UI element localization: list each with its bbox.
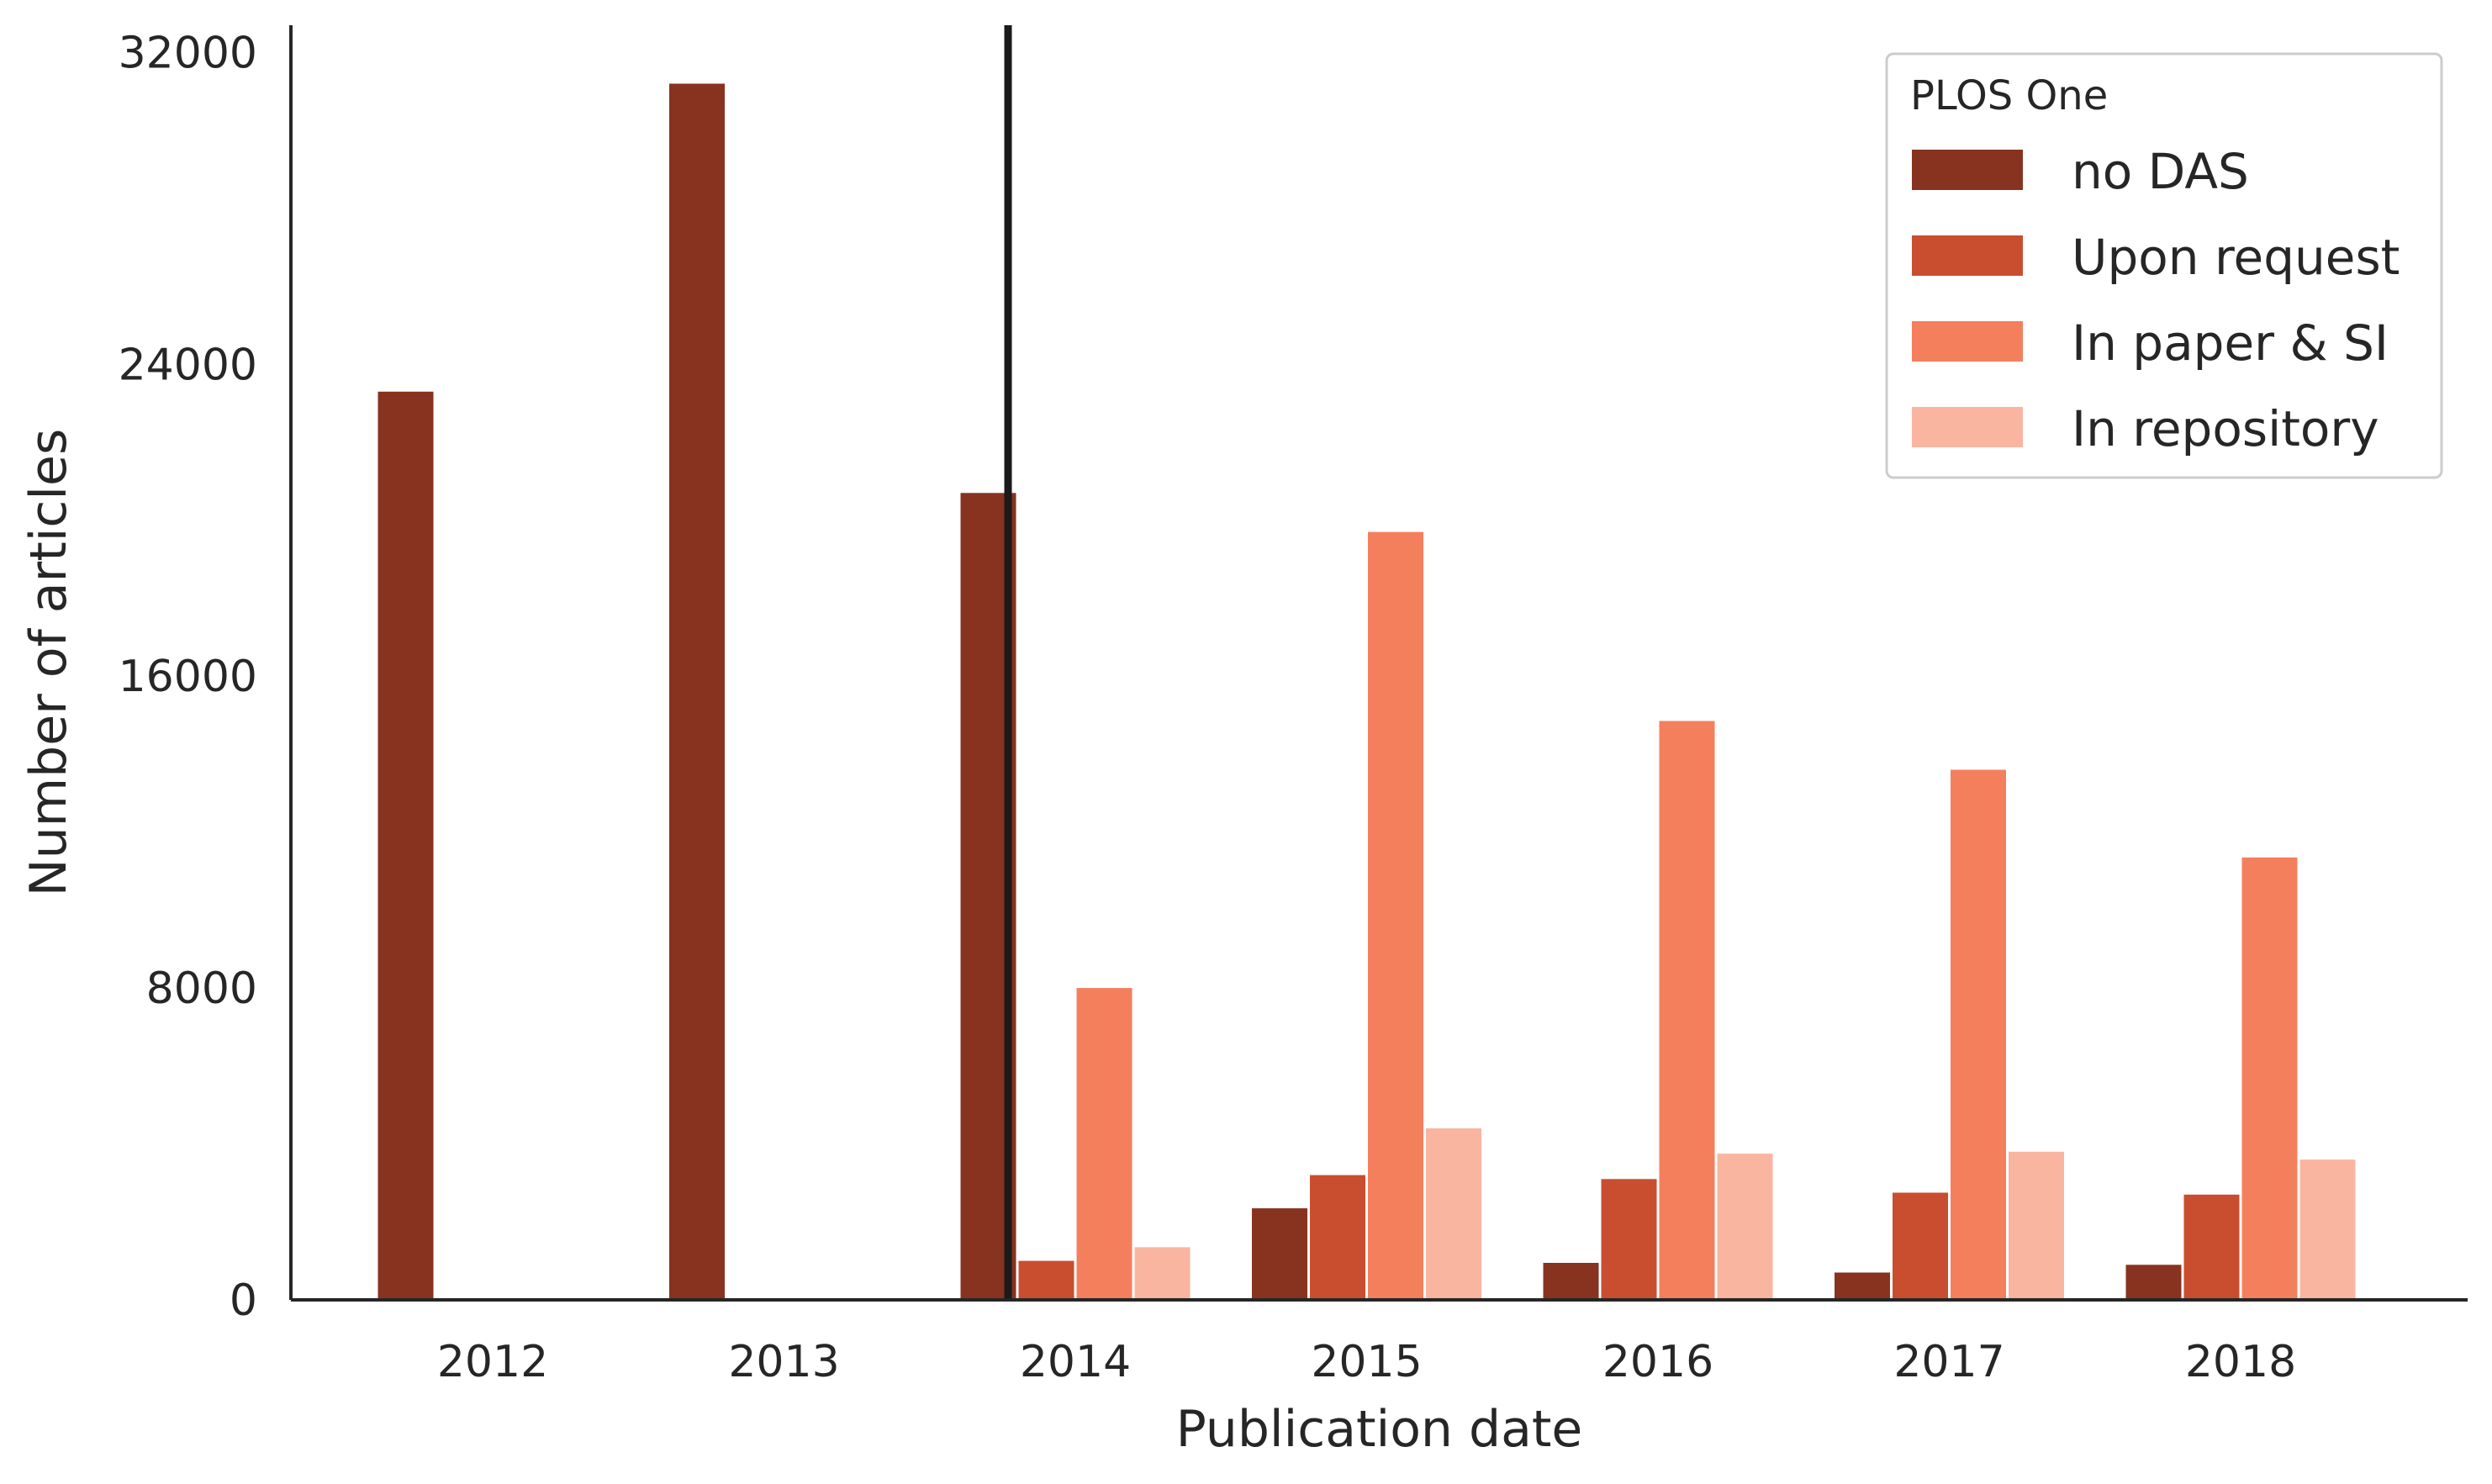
y-axis-label: Number of articles <box>19 429 78 896</box>
bar-upon-request-2015 <box>1310 1175 1365 1300</box>
legend-item: no DAS <box>1912 143 2249 200</box>
y-tick-labels: 0 8000 16000 24000 32000 <box>119 29 257 1327</box>
legend-frame <box>1885 52 2443 479</box>
legend-items: no DAS Upon request In paper & SI In reposi… <box>1912 143 2400 457</box>
x-tick-label: 2013 <box>728 1337 839 1387</box>
x-tick-label: 2012 <box>437 1337 548 1387</box>
bar-in-repository-2017 <box>2009 1151 2064 1300</box>
bar-no-das-2016 <box>1543 1263 1599 1300</box>
bar-in-paper-si-2014 <box>1076 988 1132 1300</box>
legend-item: Upon request <box>1912 229 2400 286</box>
legend-item: In repository <box>1912 400 2379 457</box>
legend-swatch <box>1912 235 2023 276</box>
y-tick-label: 24000 <box>119 340 257 390</box>
x-tick-labels: 2012 2013 2014 2015 2016 2017 2018 <box>437 1337 2296 1387</box>
bars-layer <box>377 83 2356 1300</box>
bar-upon-request-2017 <box>1893 1192 1948 1300</box>
bar-no-das-2017 <box>1835 1272 1890 1300</box>
bar-in-paper-si-2017 <box>1951 769 2006 1300</box>
bar-in-paper-si-2018 <box>2241 857 2298 1300</box>
bar-in-paper-si-2016 <box>1659 721 1715 1300</box>
legend-swatch <box>1912 407 2023 447</box>
legend-label: In repository <box>2072 400 2379 457</box>
legend-label: Upon request <box>2072 229 2400 286</box>
bar-in-repository-2014 <box>1134 1247 1191 1300</box>
bar-no-das-2015 <box>1252 1208 1307 1300</box>
bar-upon-request-2016 <box>1601 1179 1657 1300</box>
bar-no-das-2018 <box>2125 1265 2182 1300</box>
legend-label: no DAS <box>2072 143 2249 200</box>
bar-no-das-2012 <box>377 391 434 1300</box>
bar-in-paper-si-2015 <box>1368 531 1423 1300</box>
x-tick-label: 2014 <box>1020 1337 1131 1387</box>
legend: PLOS One no DAS Upon request In paper & SI… <box>1885 52 2443 479</box>
legend-swatch <box>1912 321 2023 362</box>
y-tick-label: 8000 <box>146 964 257 1014</box>
bar-upon-request-2014 <box>1018 1260 1074 1300</box>
bar-upon-request-2018 <box>2183 1194 2240 1300</box>
x-tick-label: 2015 <box>1311 1337 1422 1387</box>
y-tick-label: 32000 <box>119 29 257 79</box>
bar-no-das-2013 <box>669 83 725 1300</box>
legend-swatch <box>1912 150 2023 190</box>
legend-title: PLOS One <box>1910 72 2108 119</box>
x-axis-label: Publication date <box>1176 1400 1583 1459</box>
bar-in-repository-2016 <box>1717 1154 1773 1300</box>
bar-in-repository-2015 <box>1426 1128 1481 1300</box>
x-tick-label: 2018 <box>2185 1337 2296 1387</box>
y-tick-label: 0 <box>230 1275 257 1326</box>
x-tick-label: 2017 <box>1893 1337 2004 1387</box>
legend-item: In paper & SI <box>1912 314 2389 372</box>
y-tick-label: 16000 <box>119 652 257 702</box>
bar-in-repository-2018 <box>2299 1159 2356 1300</box>
legend-label: In paper & SI <box>2072 314 2389 372</box>
x-tick-label: 2016 <box>1602 1337 1713 1387</box>
